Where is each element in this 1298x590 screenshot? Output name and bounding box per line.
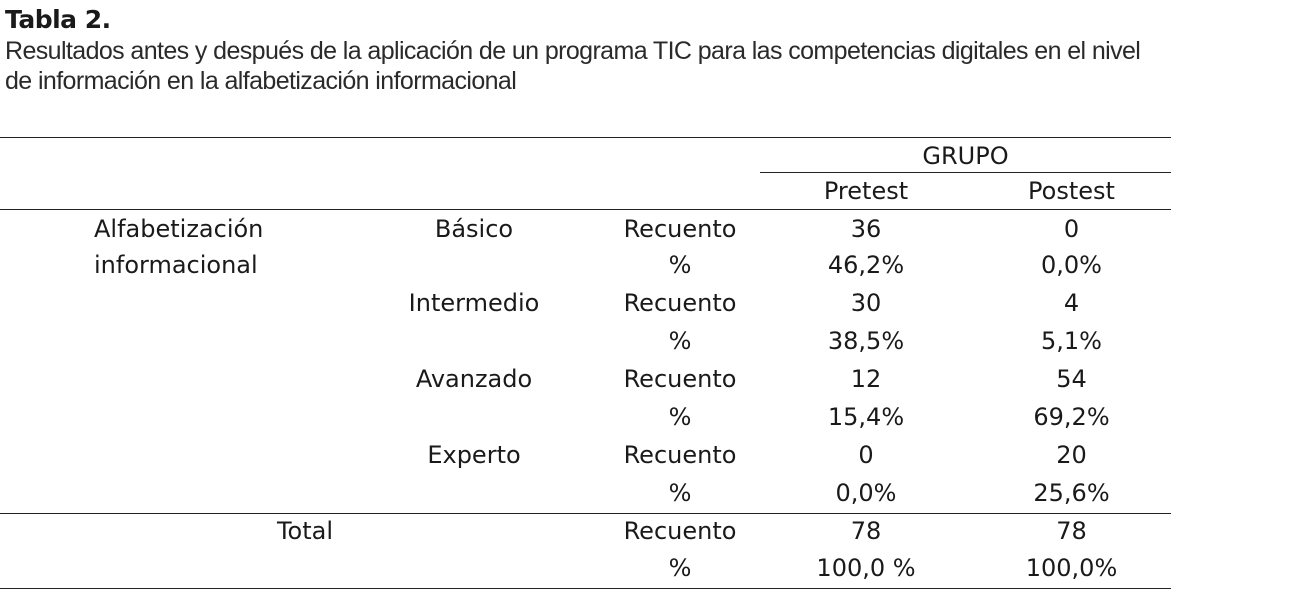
total-postest-count: 78 — [1056, 517, 1087, 545]
stat-label: Recuento — [623, 517, 737, 545]
postest-percent: 0,0% — [1041, 251, 1102, 279]
top-rule — [0, 137, 1171, 138]
column-header-postest: Postest — [1028, 177, 1115, 205]
stat-label: % — [668, 403, 692, 431]
group-header: GRUPO — [922, 142, 1009, 170]
stat-label: % — [668, 554, 692, 582]
pretest-count: 36 — [850, 215, 882, 243]
row-variable-label: Alfabetización — [94, 215, 264, 243]
postest-count: 54 — [1056, 365, 1087, 393]
table-caption: Tabla 2. Resultados antes y después de l… — [5, 4, 1295, 96]
pretest-count: 0 — [858, 441, 874, 469]
stat-label: Recuento — [623, 215, 737, 243]
total-pretest-count: 78 — [850, 517, 882, 545]
level-label: Experto — [427, 441, 521, 469]
pretest-count: 12 — [850, 365, 882, 393]
postest-count: 4 — [1063, 289, 1080, 317]
postest-percent: 69,2% — [1033, 403, 1110, 431]
stat-label: Recuento — [623, 365, 737, 393]
stat-label: % — [668, 251, 692, 279]
table-title-line-1: Resultados antes y después de la aplicac… — [5, 37, 1141, 65]
column-header-pretest: Pretest — [823, 177, 909, 205]
postest-percent: 25,6% — [1033, 479, 1110, 507]
table-number: Tabla 2. — [5, 5, 111, 34]
pretest-percent: 46,2% — [827, 251, 905, 279]
postest-count: 0 — [1063, 215, 1080, 243]
level-label: Avanzado — [415, 365, 533, 393]
pretest-percent: 0,0% — [835, 479, 897, 507]
total-pretest-percent: 100,0 % — [816, 554, 916, 582]
total-label: Total — [276, 517, 334, 545]
level-label: Básico — [434, 215, 514, 243]
pretest-percent: 15,4% — [827, 403, 905, 431]
results-table: GRUPO Pretest Postest Alfabetización inf… — [0, 137, 1171, 589]
table-title-line-2: de información en la alfabetización info… — [5, 67, 517, 95]
pretest-percent: 38,5% — [827, 327, 905, 355]
postest-percent: 5,1% — [1041, 327, 1102, 355]
header-rule — [0, 209, 1171, 210]
group-rule — [760, 172, 1171, 173]
level-label: Intermedio — [408, 289, 540, 317]
pretest-count: 30 — [850, 289, 882, 317]
total-rule — [0, 513, 1171, 514]
stat-label: % — [668, 327, 692, 355]
stat-label: Recuento — [623, 441, 737, 469]
total-postest-percent: 100,0% — [1025, 554, 1118, 582]
bottom-rule — [0, 588, 1171, 589]
stat-label: Recuento — [623, 289, 737, 317]
row-variable-label: informacional — [94, 251, 258, 279]
stat-label: % — [668, 479, 692, 507]
postest-count: 20 — [1056, 441, 1087, 469]
